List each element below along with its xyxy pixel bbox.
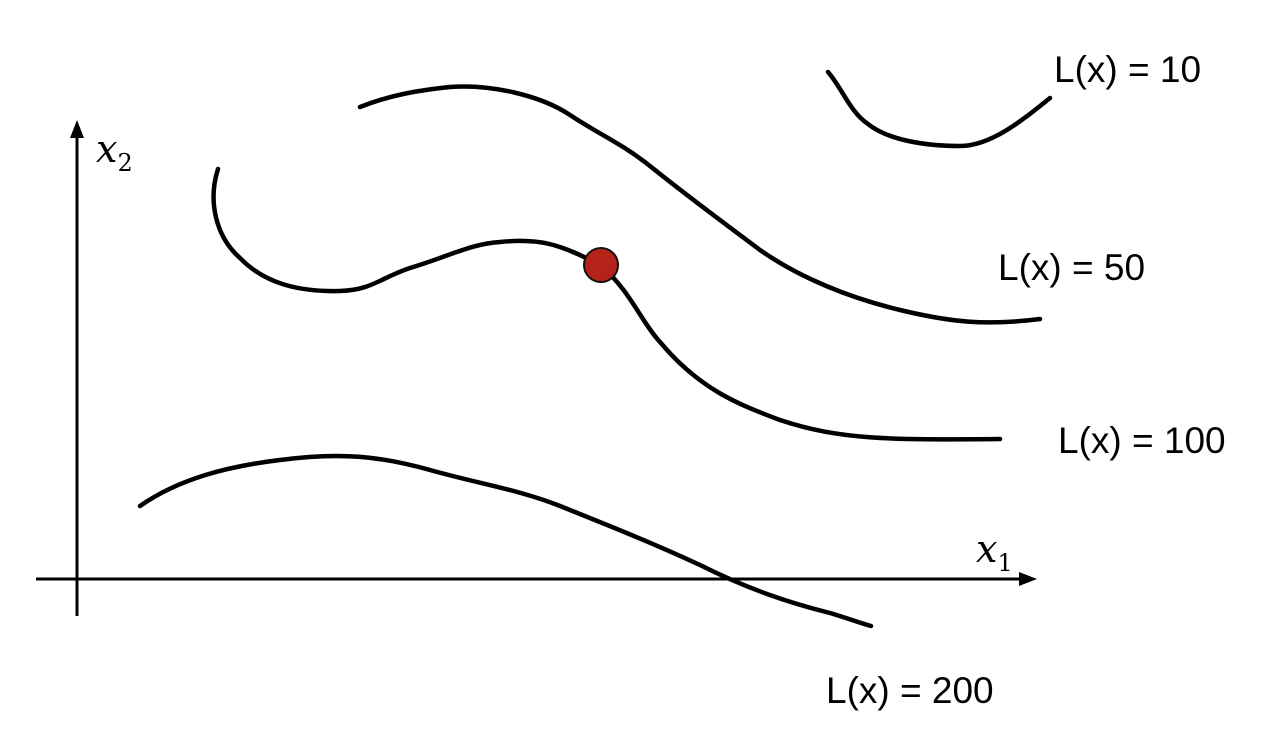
- y-axis-label-base: x: [96, 127, 117, 171]
- x-axis-arrow-icon: [1019, 572, 1037, 586]
- contour-curve-50: [357, 84, 1043, 325]
- x-axis-label: x1: [976, 527, 1013, 577]
- contour-curve-200: [137, 453, 874, 629]
- x-axis-label-subscript: 1: [997, 549, 1012, 577]
- y-axis-label: x2: [96, 127, 133, 177]
- contour-curve-10: [825, 69, 1053, 149]
- contour-label-100: L(x) = 100: [1058, 420, 1226, 461]
- x-axis-label-base: x: [976, 527, 997, 571]
- contour-label-10: L(x) = 10: [1054, 49, 1201, 90]
- y-axis-label-subscript: 2: [117, 149, 132, 177]
- highlight-point: [583, 247, 619, 283]
- contour-curve-100: [211, 166, 1003, 442]
- y-axis-arrow-icon: [70, 120, 84, 138]
- contour-label-200: L(x) = 200: [826, 670, 994, 711]
- contour-label-50: L(x) = 50: [998, 247, 1145, 288]
